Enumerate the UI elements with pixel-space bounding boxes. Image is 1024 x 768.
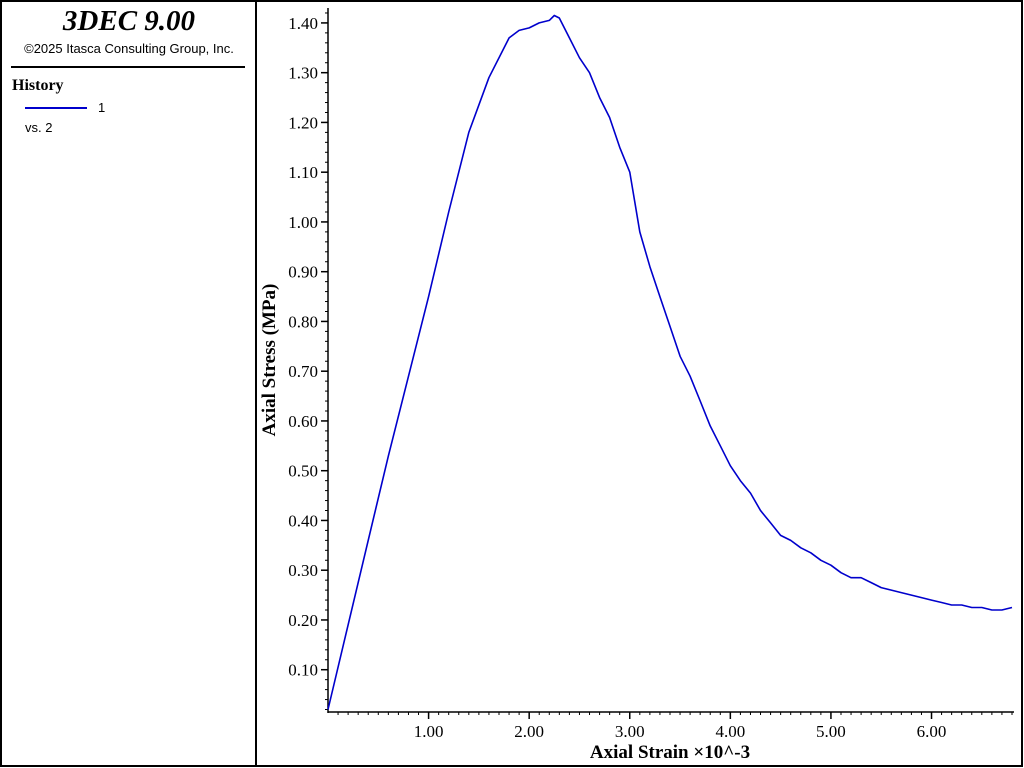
y-tick-label: 0.40 (288, 511, 318, 530)
legend-panel: 3DEC 9.00 ©2025 Itasca Consulting Group,… (1, 1, 256, 766)
legend-series-label: 1 (98, 100, 106, 115)
x-axis-label: Axial Strain ×10^-3 (590, 742, 750, 763)
legend-vs-label: vs. 2 (25, 120, 53, 135)
x-tick-label: 4.00 (715, 722, 745, 741)
y-tick-label: 0.20 (288, 611, 318, 630)
y-tick-label: 1.00 (288, 213, 318, 232)
x-tick-label: 5.00 (816, 722, 846, 741)
y-axis-ticks: 0.10 0.20 0.30 0.40 0.50 0.60 0.70 0.80 0.90 1.00… (288, 12, 328, 711)
y-tick-label: 1.10 (288, 163, 318, 182)
series-line-1 (327, 14, 1013, 710)
y-tick-label: 0.10 (288, 661, 318, 680)
copyright-text: ©2025 Itasca Consulting Group, Inc. (24, 41, 234, 56)
y-axis-label: Axial Stress (MPa) (259, 284, 280, 437)
y-tick-label: 0.60 (288, 412, 318, 431)
x-axis-ticks: 1.00 2.00 3.00 4.00 5.00 6.00 (337, 712, 1013, 741)
y-tick-label: 0.80 (288, 312, 318, 331)
legend-line-swatch (25, 107, 87, 109)
y-tick-label: 1.30 (288, 64, 318, 83)
app-title: 3DEC 9.00 (62, 5, 196, 37)
legend-heading: History (12, 77, 64, 94)
x-tick-label: 6.00 (917, 722, 947, 741)
y-tick-label: 0.70 (288, 362, 318, 381)
y-tick-label: 1.40 (288, 14, 318, 33)
y-tick-label: 0.30 (288, 561, 318, 580)
x-tick-label: 2.00 (514, 722, 544, 741)
y-tick-label: 0.90 (288, 263, 318, 282)
y-tick-label: 1.20 (288, 113, 318, 132)
y-tick-label: 0.50 (288, 462, 318, 481)
x-tick-label: 3.00 (615, 722, 645, 741)
x-tick-label: 1.00 (414, 722, 444, 741)
series-layer (327, 14, 1013, 710)
